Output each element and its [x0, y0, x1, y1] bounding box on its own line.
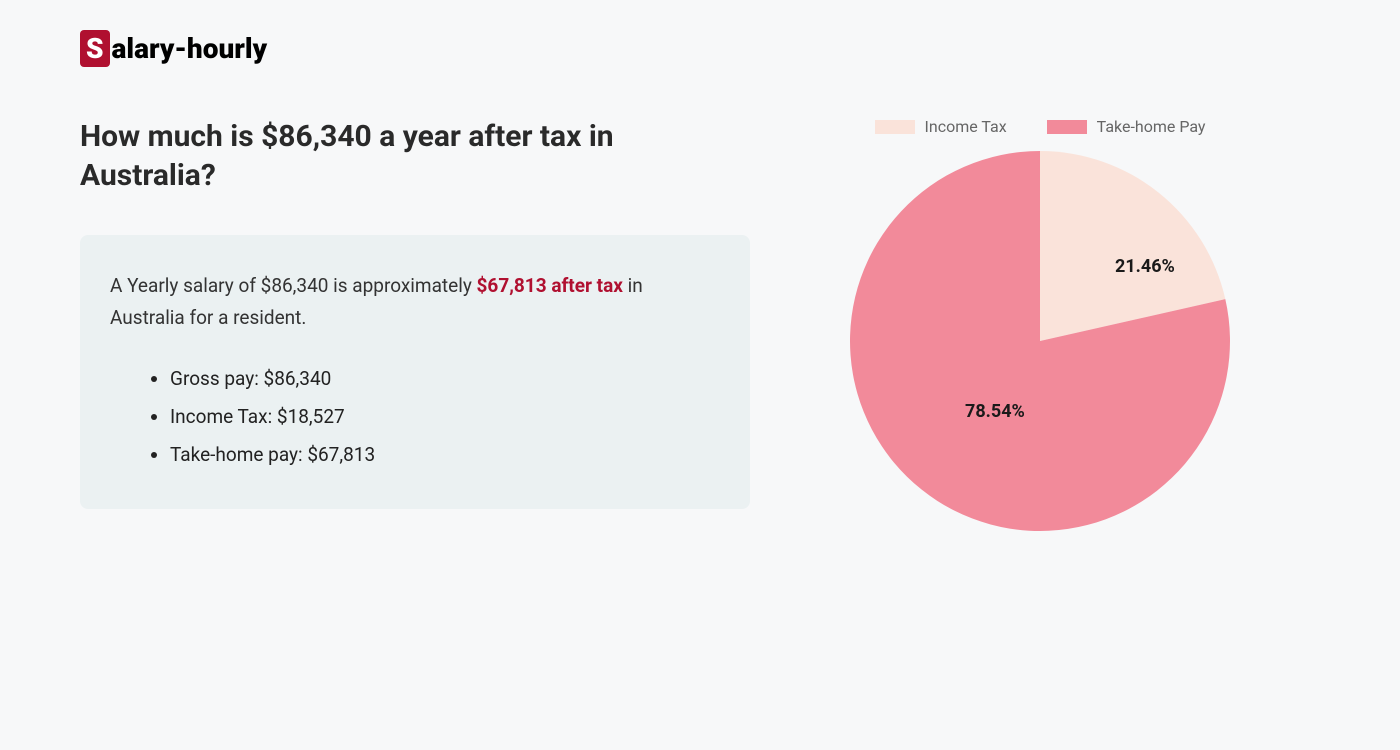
bullet-gross: Gross pay: $86,340 [170, 360, 720, 398]
bullet-list: Gross pay: $86,340 Income Tax: $18,527 T… [110, 360, 720, 474]
left-column: How much is $86,340 a year after tax in … [80, 117, 750, 531]
pie-svg [850, 151, 1230, 531]
main-container: How much is $86,340 a year after tax in … [80, 117, 1320, 531]
summary-box: A Yearly salary of $86,340 is approximat… [80, 235, 750, 509]
legend-swatch-tax [875, 120, 915, 134]
chart-legend: Income Tax Take-home Pay [830, 117, 1250, 136]
legend-item-takehome: Take-home Pay [1047, 117, 1206, 136]
legend-label-tax: Income Tax [925, 117, 1007, 136]
legend-swatch-takehome [1047, 120, 1087, 134]
page-title: How much is $86,340 a year after tax in … [80, 117, 750, 195]
pie-chart: 21.46% 78.54% [850, 151, 1230, 531]
bullet-tax: Income Tax: $18,527 [170, 398, 720, 436]
pie-label-takehome: 78.54% [965, 401, 1025, 422]
bullet-takehome: Take-home pay: $67,813 [170, 436, 720, 474]
pie-label-tax: 21.46% [1115, 256, 1175, 277]
summary-highlight: $67,813 after tax [477, 274, 623, 297]
legend-item-tax: Income Tax [875, 117, 1007, 136]
summary-text: A Yearly salary of $86,340 is approximat… [110, 270, 720, 335]
legend-label-takehome: Take-home Pay [1097, 117, 1206, 136]
chart-column: Income Tax Take-home Pay 21.46% 78.54% [830, 117, 1250, 531]
logo-badge: S [80, 30, 110, 67]
summary-pre: A Yearly salary of $86,340 is approximat… [110, 274, 477, 297]
logo-text: alary-hourly [112, 32, 268, 65]
site-logo: Salary-hourly [80, 30, 1320, 67]
